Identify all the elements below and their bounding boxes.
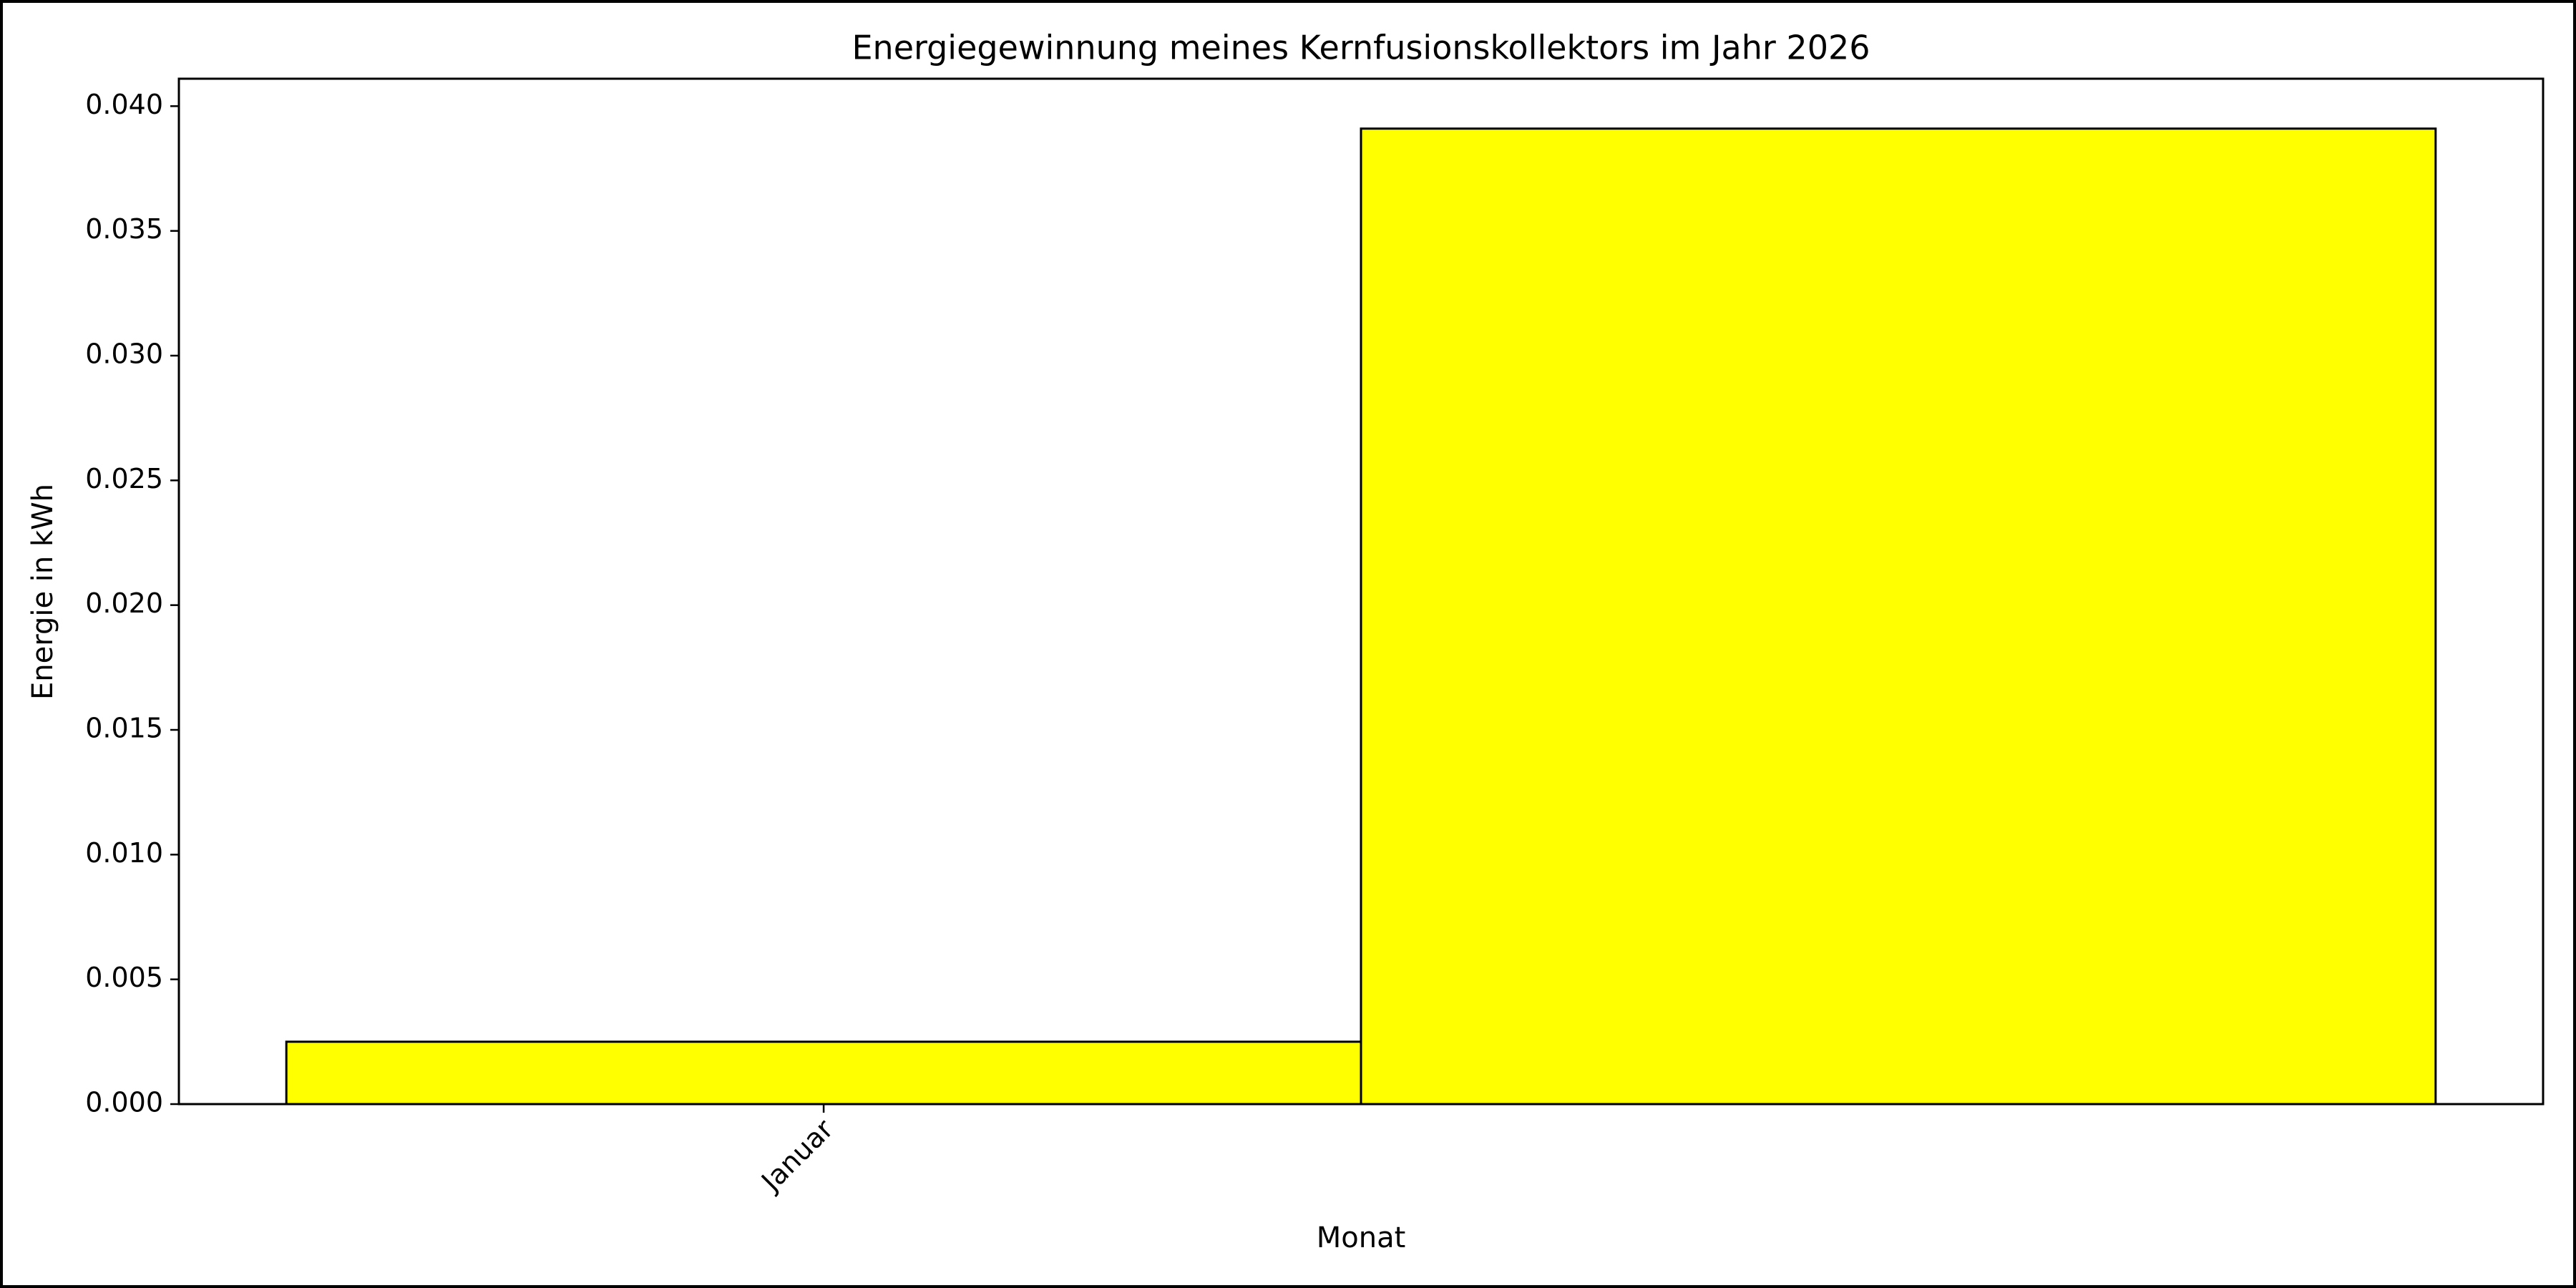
chart-title: Energiegewinnung meines Kernfusionskolle… xyxy=(852,29,1870,67)
y-tick-label: 0.015 xyxy=(85,713,163,744)
y-tick-label: 0.005 xyxy=(85,962,163,993)
x-axis-label: Monat xyxy=(1317,1221,1406,1254)
y-tick-label: 0.040 xyxy=(85,89,163,120)
y-tick-label: 0.035 xyxy=(85,213,163,245)
y-tick-label: 0.030 xyxy=(85,338,163,370)
plot-area-border xyxy=(177,77,2545,1106)
y-tick-label: 0.025 xyxy=(85,463,163,494)
y-tick-label: 0.010 xyxy=(85,837,163,869)
y-axis-label: Energie in kWh xyxy=(26,484,59,700)
bar xyxy=(1360,127,2437,1106)
y-tick-label: 0.000 xyxy=(85,1087,163,1118)
bar xyxy=(285,1040,1362,1106)
y-tick-label: 0.020 xyxy=(85,587,163,619)
